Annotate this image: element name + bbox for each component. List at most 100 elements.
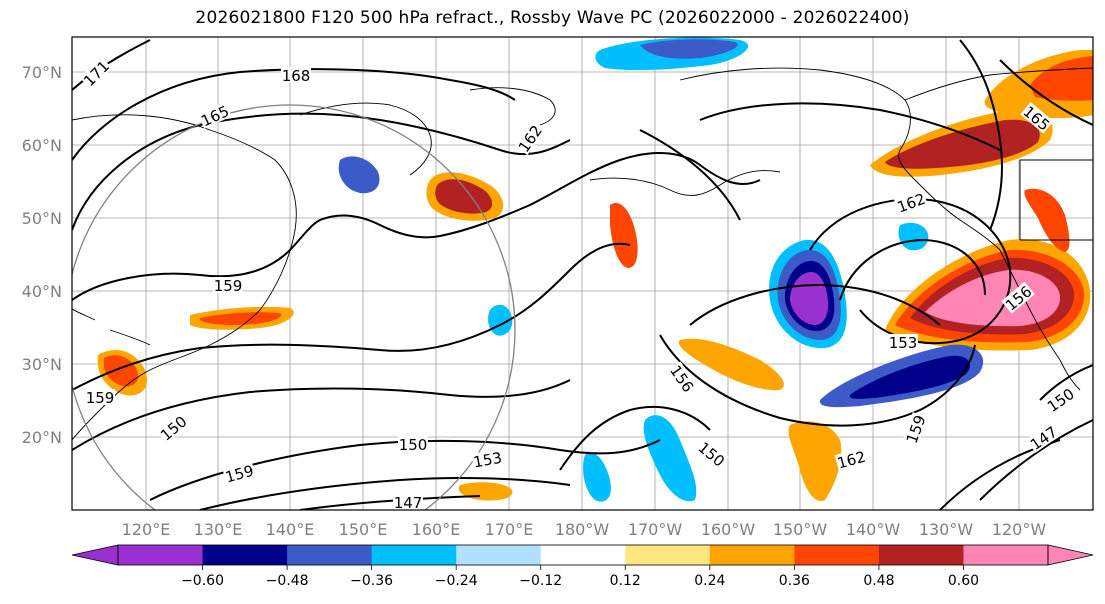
lon-label: 170°W [628,520,683,539]
lon-label: 160°W [701,520,756,539]
shade-negative-south-1 [643,415,697,502]
contour-label-text: 168 [282,67,311,85]
lon-label: 140°E [266,520,315,539]
lon-label: 150°E [339,520,388,539]
contour-label-bg [222,461,256,485]
contour-label-bg [1020,101,1054,134]
lon-label: 130°E [194,520,243,539]
lon-label: 150°W [773,520,828,539]
shade-negative-subtropical-navy [849,355,970,399]
colorbar-tick-label: −0.36 [350,573,393,589]
contour-label: 153 [888,334,918,352]
map-frame [71,36,1094,511]
contour-label: 150 [398,436,428,454]
contour-label: 159 [85,389,115,407]
lon-label: 160°E [412,520,461,539]
shade-positive-subtrop-band [678,338,784,391]
contour-label-bg [156,411,190,444]
lat-label: 70°N [22,63,62,82]
contour-label-bg [888,334,918,350]
contour-label: 147 [393,494,423,512]
contour-label-text: 153 [472,449,503,472]
contour-label-bg [213,277,243,293]
contour-label: 168 [281,67,311,85]
contour-label-bg [393,494,423,510]
contour-label-bg [398,436,428,452]
colorbar-tick-label: 0.60 [948,573,979,589]
contour-label-bg [894,189,928,215]
colorbar-segment [456,545,542,565]
colorbar-extend-low [71,544,119,566]
shade-positive-pink-e [925,269,1061,327]
contour-label-text: 159 [86,389,115,407]
lon-label: 120°E [122,520,171,539]
colorbar-outline [117,544,1049,566]
colorbar-segment [371,545,457,565]
colorbar: −0.60 −0.48 −0.36 −0.24 −0.12 0.12 0.24 0.36 0.4… [71,544,1094,589]
colorbar-tick-label: 0.12 [610,573,641,589]
contour-label-bg [514,121,545,156]
lon-label: 180°W [555,520,610,539]
colorbar-tick-label: 0.48 [863,573,894,589]
lat-label: 40°N [22,282,62,301]
colorbar-tick-label: −0.12 [519,573,562,589]
shade-positive-japan-red [200,312,282,325]
contour-label-bg [281,67,311,83]
longitude-labels: 120°E 130°E 140°E 150°E 160°E 170°E 180°W 170°W… [122,520,1047,539]
colorbar-segment [878,545,964,565]
contour-label-text: 150 [399,436,428,454]
map-title: 2026021800 F120 500 hPa refract., Rossby… [195,8,910,28]
contour-label: 153 [471,448,504,472]
contour-label-text: 159 [214,277,243,295]
colorbar-segment [963,545,1049,565]
coastlines [72,67,1093,441]
contour-label-text: 153 [889,334,918,352]
lat-label: 60°N [22,136,62,155]
contour-label: 159 [213,277,243,295]
shade-positive-canada [1024,188,1070,252]
colorbar-segment [625,545,711,565]
shade-negative-north-blue [640,39,738,59]
colorbar-tick-label: −0.48 [266,573,309,589]
shade-negative-siberia [338,156,380,194]
colorbar-segment [118,545,204,565]
colorbar-tick-label: 0.24 [694,573,725,589]
contour-label-bg [1026,422,1061,453]
colorbar-segment [794,545,880,565]
colorbar-tick-label: −0.24 [435,573,478,589]
contour-label-bg [85,389,115,405]
colorbar-segment [540,545,626,565]
lon-label: 130°W [919,520,974,539]
contour-label-bg [834,447,868,471]
shade-positive-china-red [103,355,139,387]
reference-circle [72,104,516,510]
colorbar-tick-label: 0.36 [779,573,810,589]
contour-label-bg [1043,384,1078,415]
contour-label-bg [667,361,698,396]
contour-label-text: 147 [394,494,423,512]
contour-label-bg [197,101,232,129]
colorbar-segment [202,545,288,565]
shade-positive-okhotsk-red [435,179,493,214]
colorbar-segment [709,545,795,565]
colorbar-tick-label: −0.60 [181,573,224,589]
contour-label-bg [79,56,113,90]
latitude-labels: 70°N 60°N 50°N 40°N 30°N 20°N [22,63,62,447]
lon-label: 170°E [485,520,534,539]
contour-label-bg [695,437,729,470]
shade-positive-south [788,421,842,501]
contour-label-bg [471,448,504,470]
lat-label: 50°N [22,209,62,228]
lon-label: 120°W [992,520,1047,539]
shade-negative-w [898,222,929,251]
contour-label-bg [1001,281,1035,314]
shade-positive-ne-corner-red [1030,56,1093,101]
contour-label-bg [902,412,928,446]
lat-label: 30°N [22,355,62,374]
shade-positive-midpac [610,202,638,268]
colorbar-segment [287,545,373,565]
shade-negative-south-2 [583,452,611,502]
lat-label: 20°N [22,428,62,447]
colorbar-extend-high [1047,544,1094,566]
